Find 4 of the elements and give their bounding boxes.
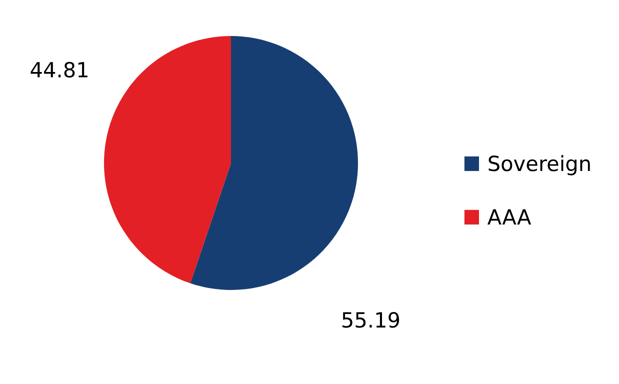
legend-label: Sovereign — [488, 155, 590, 176]
legend-label: AAA — [488, 209, 532, 224]
data-label: 55.19 — [342, 312, 400, 328]
data-label: 44.81 — [30, 62, 88, 78]
